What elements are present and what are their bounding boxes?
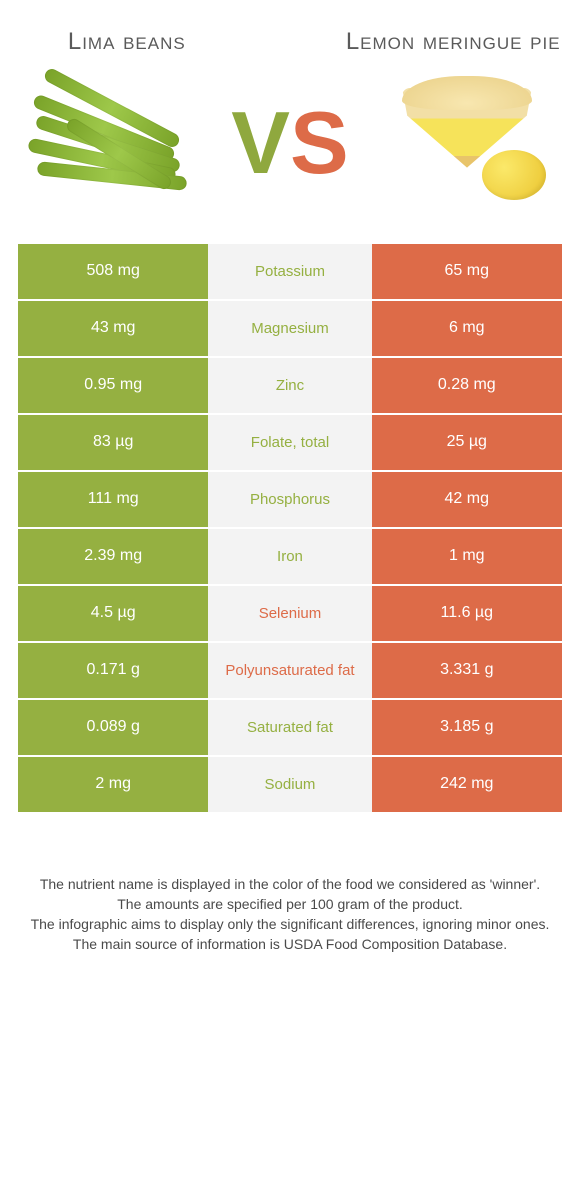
- table-row: 4.5 µgSelenium11.6 µg: [18, 586, 562, 643]
- table-row: 2 mgSodium242 mg: [18, 757, 562, 814]
- vs-label: VS: [231, 99, 348, 187]
- footer-line: The nutrient name is displayed in the co…: [22, 874, 558, 894]
- table-row: 508 mgPotassium65 mg: [18, 244, 562, 301]
- nutrient-label: Potassium: [208, 244, 371, 299]
- left-value: 2.39 mg: [18, 529, 208, 584]
- right-value: 11.6 µg: [372, 586, 562, 641]
- header: Lima beans Lemon meringue pie: [18, 28, 562, 56]
- nutrient-label: Folate, total: [208, 415, 371, 470]
- left-value: 4.5 µg: [18, 586, 208, 641]
- right-value: 3.185 g: [372, 700, 562, 755]
- right-value: 0.28 mg: [372, 358, 562, 413]
- lima-beans-image: [26, 78, 196, 208]
- footer-line: The infographic aims to display only the…: [22, 914, 558, 934]
- nutrient-table: 508 mgPotassium65 mg43 mgMagnesium6 mg0.…: [18, 244, 562, 814]
- nutrient-label: Saturated fat: [208, 700, 371, 755]
- right-value: 3.331 g: [372, 643, 562, 698]
- left-value: 508 mg: [18, 244, 208, 299]
- table-row: 2.39 mgIron1 mg: [18, 529, 562, 586]
- footer-line: The amounts are specified per 100 gram o…: [22, 894, 558, 914]
- table-row: 83 µgFolate, total25 µg: [18, 415, 562, 472]
- vs-v: V: [231, 99, 290, 187]
- left-value: 0.089 g: [18, 700, 208, 755]
- nutrient-label: Zinc: [208, 358, 371, 413]
- lemon-pie-image: [384, 78, 554, 208]
- left-value: 83 µg: [18, 415, 208, 470]
- table-row: 0.089 gSaturated fat3.185 g: [18, 700, 562, 757]
- vs-s: S: [290, 99, 349, 187]
- right-value: 25 µg: [372, 415, 562, 470]
- nutrient-label: Phosphorus: [208, 472, 371, 527]
- right-food-title: Lemon meringue pie: [344, 28, 562, 56]
- table-row: 111 mgPhosphorus42 mg: [18, 472, 562, 529]
- table-row: 0.171 gPolyunsaturated fat3.331 g: [18, 643, 562, 700]
- nutrient-label: Polyunsaturated fat: [208, 643, 371, 698]
- right-value: 242 mg: [372, 757, 562, 812]
- left-value: 2 mg: [18, 757, 208, 812]
- left-value: 111 mg: [18, 472, 208, 527]
- image-row: VS: [18, 78, 562, 208]
- right-value: 6 mg: [372, 301, 562, 356]
- right-value: 42 mg: [372, 472, 562, 527]
- nutrient-label: Selenium: [208, 586, 371, 641]
- table-row: 0.95 mgZinc0.28 mg: [18, 358, 562, 415]
- right-value: 1 mg: [372, 529, 562, 584]
- table-row: 43 mgMagnesium6 mg: [18, 301, 562, 358]
- nutrient-label: Sodium: [208, 757, 371, 812]
- left-value: 0.171 g: [18, 643, 208, 698]
- left-value: 0.95 mg: [18, 358, 208, 413]
- footer-notes: The nutrient name is displayed in the co…: [18, 874, 562, 955]
- footer-line: The main source of information is USDA F…: [22, 934, 558, 954]
- right-value: 65 mg: [372, 244, 562, 299]
- nutrient-label: Iron: [208, 529, 371, 584]
- nutrient-label: Magnesium: [208, 301, 371, 356]
- left-food-title: Lima beans: [18, 28, 236, 56]
- left-value: 43 mg: [18, 301, 208, 356]
